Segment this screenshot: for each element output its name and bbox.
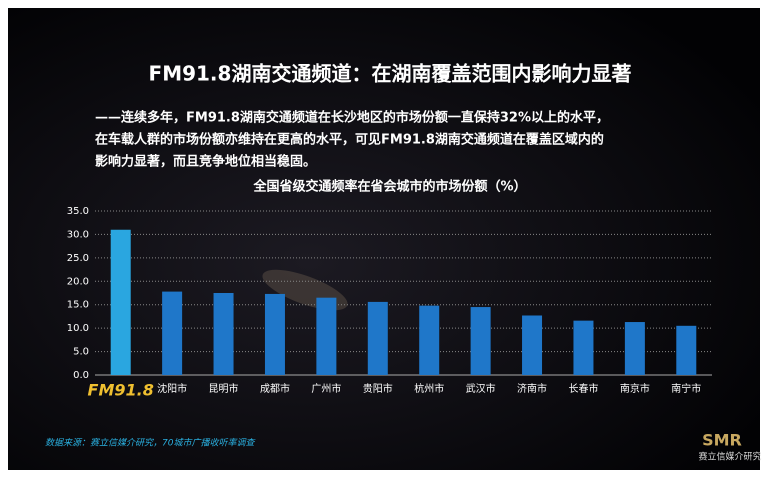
source: 数据来源：赛立信媒介研究，70城市广播收听率调查 [45,438,256,449]
bar [419,305,440,375]
bar [676,325,697,375]
plot: 0.0 5.0 10.0 15.0 20.0 25.0 30.0 35.0 FM91.8 沈阳市 昆… [67,206,712,400]
y-tick-label: 5.0 [73,347,89,358]
y-tick-label: 25.0 [67,253,89,264]
bar [470,307,491,375]
y-tick-label: 0.0 [73,370,89,381]
y-tick-label: 20.0 [67,276,89,287]
logo-label: FM91.8 [88,381,154,400]
subtitle-line: ——连续多年，FM91.8湖南交通频道在长沙地区的市场份额一直保持32%以上的水… [95,110,609,126]
y-tick-label: 10.0 [67,323,89,334]
logo: SMR [702,431,742,450]
subtitle-line: 影响力显著，而且竞争地位相当稳固。 [95,154,316,170]
y-tick-label: 35.0 [67,206,89,217]
bar [367,301,388,375]
bar [264,293,285,375]
bar [573,320,594,375]
chart-title: 全国省级交通频率在省会城市的市场份额（%） [252,179,526,195]
x-tick-label: 济南市 [517,382,547,395]
x-tick-label: 杭州市 [414,382,444,395]
subtitle-line: 在车载人群的市场份额亦维持在更高的水平，可见FM91.8湖南交通频道在覆盖区域内… [95,132,604,148]
title: FM91.8湖南交通频道：在湖南覆盖范围内影响力显著 [149,62,632,86]
x-tick-label: 沈阳市 [157,382,187,395]
x-tick-label: 贵阳市 [363,382,393,395]
bar [316,297,337,375]
bar [162,291,183,375]
x-tick-label: 广州市 [311,382,341,395]
x-tick-label: 南宁市 [671,382,701,395]
x-tick-label: 长春市 [568,382,598,395]
y-tick-label: 30.0 [67,229,89,240]
bar [624,322,645,375]
logo-text: 赛立信媒介研究 [698,451,761,463]
bar [110,229,131,375]
x-tick-label: 南京市 [620,382,650,395]
background [8,8,760,470]
y-tick-label: 15.0 [67,300,89,311]
bar [522,315,543,375]
x-tick-label: 成都市 [260,382,290,395]
bar [213,293,234,375]
x-tick-label: 昆明市 [209,382,239,395]
x-tick-label: 武汉市 [466,382,496,395]
